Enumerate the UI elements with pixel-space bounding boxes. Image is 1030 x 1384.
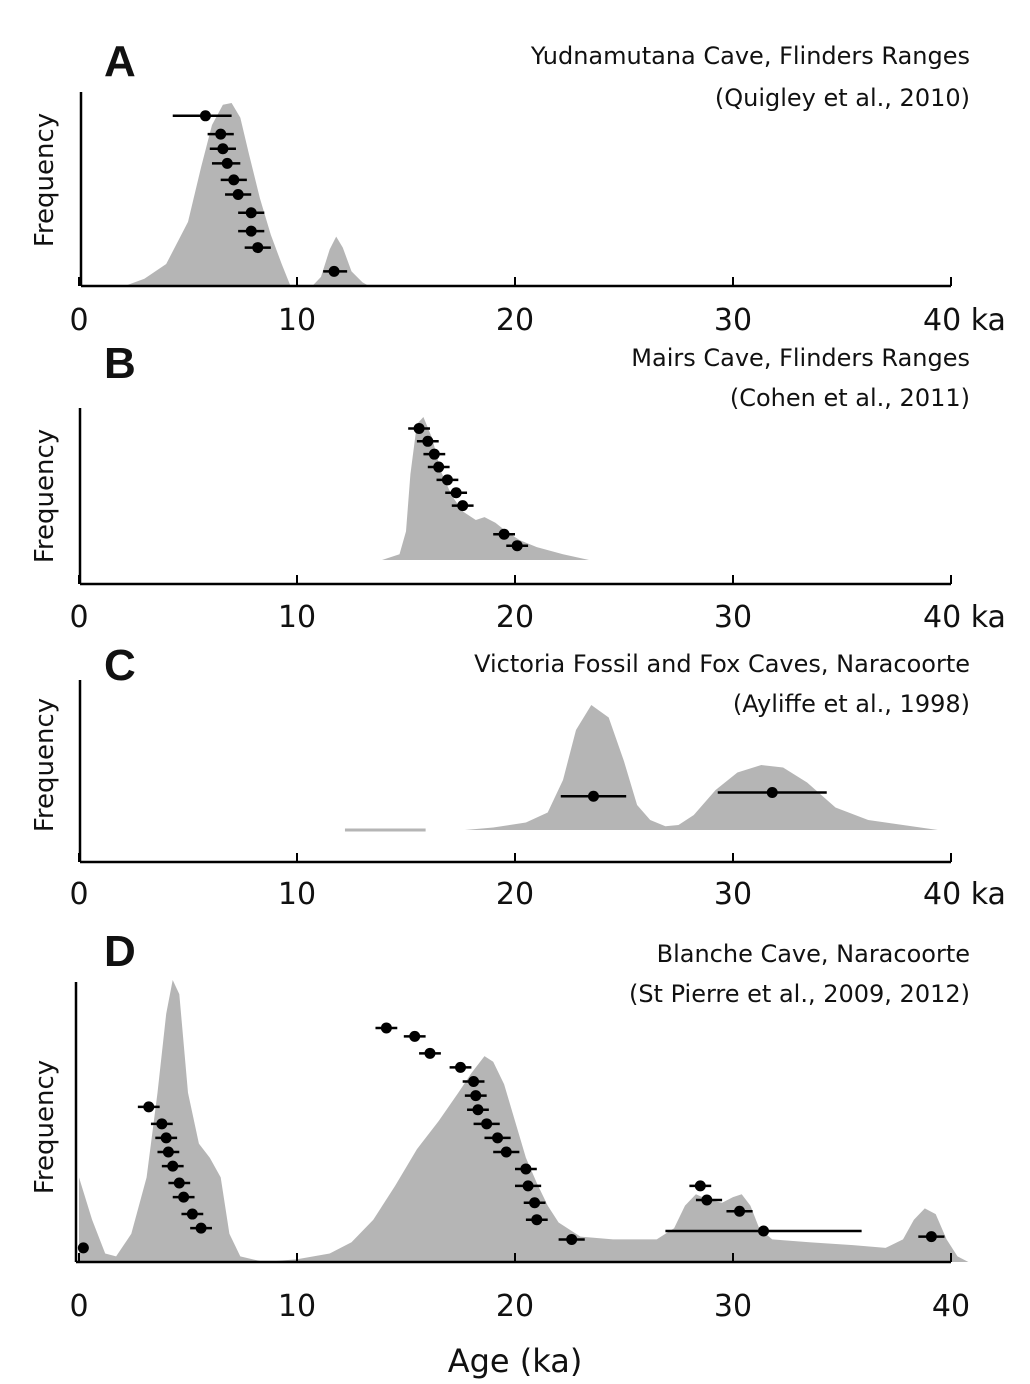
panel-d: D Blanche Cave, Naracoorte (St Pierre et a… <box>30 927 970 1380</box>
date-point <box>455 1061 466 1073</box>
date-point <box>160 1132 172 1144</box>
panel-letter: A <box>104 37 136 86</box>
date-point <box>252 242 264 254</box>
date-point <box>245 225 257 237</box>
date-point <box>766 787 778 798</box>
x-tick-label: 20 <box>496 303 534 338</box>
y-axis-label: Frequency <box>30 698 60 832</box>
date-point <box>199 110 211 122</box>
date-point <box>424 1047 436 1059</box>
date-point <box>77 1242 89 1254</box>
x-tick-label: 30 <box>714 600 752 635</box>
x-tick-label: 30 <box>714 1289 752 1324</box>
x-tick-label: 40 ka <box>923 877 1006 912</box>
date-point <box>186 1208 198 1220</box>
panel-title: Mairs Cave, Flinders Ranges <box>631 344 970 372</box>
panel-a: A Yudnamutana Cave, Flinders Ranges (Quigl… <box>30 37 1006 338</box>
density-area <box>79 980 969 1262</box>
date-point <box>694 1180 706 1192</box>
panel-c: C Victoria Fossil and Fox Caves, Naracoor… <box>30 641 1006 912</box>
x-tick-label: 30 <box>714 303 752 338</box>
panel-title: Victoria Fossil and Fox Caves, Naracoort… <box>474 650 970 678</box>
x-tick-label: 0 <box>69 877 88 912</box>
date-point <box>450 487 462 499</box>
date-point <box>520 1163 532 1175</box>
panel-subtitle: (Ayliffe et al., 1998) <box>733 690 970 718</box>
date-point <box>758 1225 770 1237</box>
panel-letter: C <box>104 641 136 690</box>
date-point <box>167 1160 179 1172</box>
date-point <box>195 1222 207 1234</box>
date-point <box>566 1233 578 1245</box>
date-point <box>492 1132 504 1144</box>
date-point <box>221 157 233 169</box>
date-point <box>328 265 340 277</box>
date-point <box>441 474 453 486</box>
panel-subtitle: (St Pierre et al., 2009, 2012) <box>629 980 970 1008</box>
date-point <box>472 1104 484 1116</box>
date-point <box>468 1076 480 1088</box>
date-point <box>500 1146 512 1158</box>
panel-subtitle: (Cohen et al., 2011) <box>730 384 970 412</box>
date-point <box>232 189 244 200</box>
x-tick-label: 10 <box>278 303 316 338</box>
x-tick-label: 0 <box>69 1289 88 1324</box>
date-point <box>215 128 227 140</box>
date-point <box>511 540 523 552</box>
date-point <box>217 143 229 155</box>
y-axis-label: Frequency <box>30 1060 60 1194</box>
x-tick-label: 40 <box>932 1289 970 1324</box>
date-point <box>143 1101 155 1113</box>
date-point <box>162 1146 174 1158</box>
x-tick-label: 40 ka <box>923 600 1006 635</box>
x-tick-label: 20 <box>496 1289 534 1324</box>
date-point <box>529 1197 541 1209</box>
date-point <box>228 174 240 186</box>
x-axis-label: Age (ka) <box>448 1342 583 1380</box>
date-point <box>470 1090 482 1102</box>
date-point <box>428 448 440 460</box>
x-tick-label: 20 <box>496 877 534 912</box>
panel-letter: B <box>104 339 136 388</box>
date-point <box>433 461 445 473</box>
panel-title: Yudnamutana Cave, Flinders Ranges <box>530 42 970 70</box>
date-point <box>481 1118 493 1130</box>
date-point <box>156 1118 168 1130</box>
date-point <box>413 422 425 434</box>
x-tick-label: 30 <box>714 877 752 912</box>
x-tick-label: 10 <box>278 1289 316 1324</box>
date-point <box>409 1030 421 1042</box>
date-point <box>178 1191 190 1203</box>
panel-subtitle: (Quigley et al., 2010) <box>715 84 970 112</box>
date-point <box>587 790 599 802</box>
date-point <box>531 1214 543 1226</box>
y-axis-label: Frequency <box>30 429 60 563</box>
x-tick-label: 10 <box>278 877 316 912</box>
y-axis-label: Frequency <box>30 113 60 247</box>
date-point <box>498 528 510 540</box>
panel-b: B Mairs Cave, Flinders Ranges (Cohen et al… <box>30 339 1006 635</box>
date-point <box>422 435 434 447</box>
x-tick-label: 0 <box>69 600 88 635</box>
x-tick-label: 20 <box>496 600 534 635</box>
density-area <box>382 417 590 560</box>
x-tick-label: 10 <box>278 600 316 635</box>
date-point <box>522 1180 534 1192</box>
panel-letter: D <box>104 927 136 976</box>
date-point <box>734 1205 746 1217</box>
x-tick-label: 40 ka <box>923 303 1006 338</box>
date-point <box>173 1177 185 1189</box>
date-point <box>457 500 469 512</box>
density-area <box>464 705 938 830</box>
date-point <box>925 1231 937 1243</box>
date-point <box>245 207 257 219</box>
x-tick-label: 0 <box>69 303 88 338</box>
panel-title: Blanche Cave, Naracoorte <box>657 940 970 968</box>
date-point <box>701 1194 713 1206</box>
date-point <box>380 1022 392 1034</box>
